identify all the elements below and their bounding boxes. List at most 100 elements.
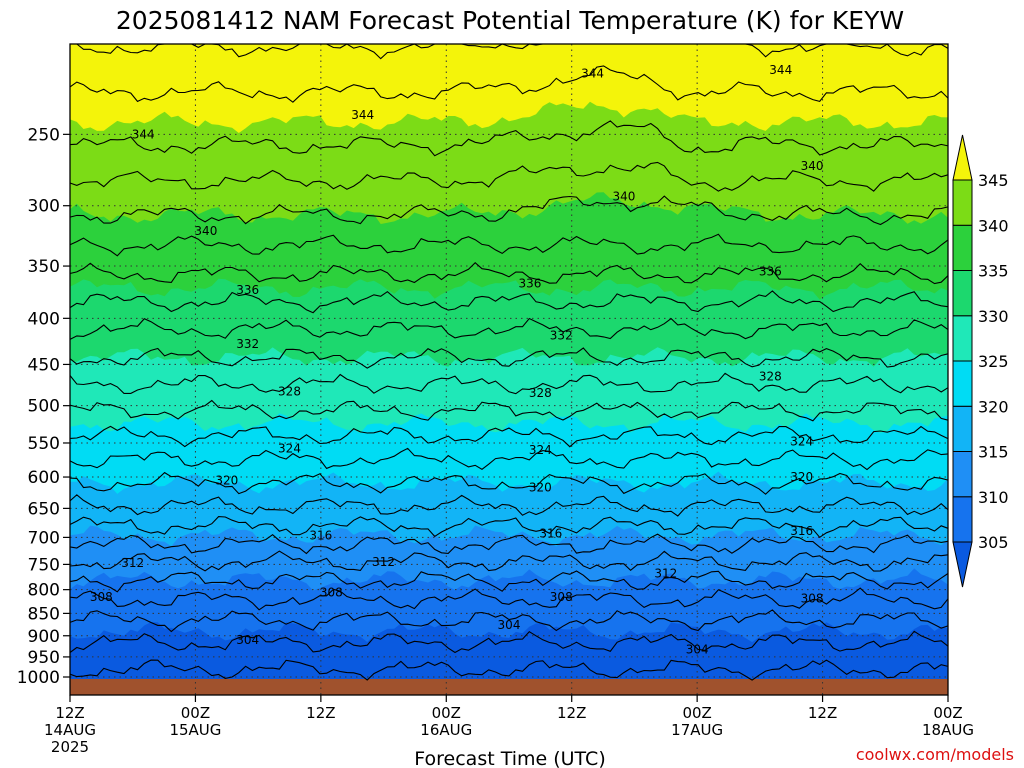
ground-band <box>70 679 948 695</box>
y-tick-label-600: 600 <box>28 468 60 488</box>
contour-308 <box>69 587 949 611</box>
contour-label-320-0: 320 <box>215 473 238 487</box>
contour-label-308-0: 308 <box>90 590 113 604</box>
x-tick-label-0-3: 2025 <box>51 738 89 756</box>
contour-336 <box>69 261 949 285</box>
contour-label-308-3: 308 <box>801 591 824 605</box>
colorbar-segment-320 <box>952 360 973 407</box>
y-tick-label-350: 350 <box>28 257 60 277</box>
y-tick-label-450: 450 <box>28 355 60 375</box>
contour-310 <box>69 570 949 593</box>
colorbar-segment-310 <box>952 451 973 498</box>
colorbar-top-arrow <box>952 134 973 181</box>
colorbar-segment-305 <box>952 496 973 543</box>
y-tick-label-700: 700 <box>28 528 60 548</box>
x-tick-label-48-1: 12Z <box>557 704 586 722</box>
contour-label-340-1: 340 <box>613 189 636 203</box>
colorbar-label-320: 320 <box>978 397 1009 416</box>
x-tick-label-12-2: 15AUG <box>169 721 221 739</box>
x-axis-label: Forecast Time (UTC) <box>414 748 605 768</box>
contour-label-336-2: 336 <box>759 265 782 279</box>
contour-label-312-2: 312 <box>654 567 677 581</box>
x-tick-label-36-2: 16AUG <box>420 721 472 739</box>
contour-318 <box>69 494 949 517</box>
contour-340 <box>69 195 949 226</box>
x-tick-label-72-1: 12Z <box>808 704 837 722</box>
contour-320 <box>69 471 949 495</box>
y-tick-label-250: 250 <box>28 125 60 145</box>
contour-label-304-1: 304 <box>686 642 709 656</box>
contour-346 <box>69 65 949 103</box>
x-tick-label-0-2: 14AUG <box>44 721 96 739</box>
contour-label-344-2: 344 <box>581 66 604 80</box>
contour-306 <box>69 609 949 633</box>
contour-label-340-2: 340 <box>801 159 824 173</box>
contour-316 <box>69 516 949 539</box>
contour-328 <box>69 372 949 395</box>
contour-label-332-1: 332 <box>550 329 573 343</box>
y-tick-label-850: 850 <box>28 604 60 624</box>
ground-surface <box>70 679 948 695</box>
contour-label-324-1: 324 <box>529 443 552 457</box>
y-tick-label-550: 550 <box>28 434 60 454</box>
contour-label-344-3: 344 <box>769 63 792 77</box>
y-tick-label-300: 300 <box>28 197 60 217</box>
colorbar-segment-330 <box>952 270 973 317</box>
colorbar-label-310: 310 <box>978 488 1009 507</box>
contour-label-312-0: 312 <box>121 556 144 570</box>
contour-label-328-2: 328 <box>759 369 782 383</box>
contour-label-332-0: 332 <box>236 337 259 351</box>
contour-label-304-2: 304 <box>498 618 521 632</box>
colorbar-segment-335 <box>952 224 973 271</box>
colorbar-segment-325 <box>952 315 973 362</box>
contour-342 <box>69 161 949 192</box>
x-tick-label-24-1: 12Z <box>306 704 335 722</box>
grid-lines <box>69 44 949 695</box>
contour-label-320-2: 320 <box>790 470 813 484</box>
colorbar-segment-340 <box>952 179 973 226</box>
x-tick-label-12-1: 00Z <box>181 704 210 722</box>
contour-338 <box>69 233 949 257</box>
colorbar-segment-315 <box>952 405 973 452</box>
contour-label-308-1: 308 <box>320 586 343 600</box>
x-tick-label-60-2: 17AUG <box>671 721 723 739</box>
x-tick-label-84-2: 18AUG <box>922 721 974 739</box>
contour-label-320-1: 320 <box>529 480 552 494</box>
contour-label-304-0: 304 <box>236 633 259 647</box>
y-tick-label-500: 500 <box>28 397 60 417</box>
contour-label-328-1: 328 <box>529 386 552 400</box>
contour-344 <box>69 120 949 157</box>
contour-label-316-1: 316 <box>539 526 562 540</box>
contour-label-344-1: 344 <box>351 108 374 122</box>
colorbar-label-345: 345 <box>978 171 1009 190</box>
y-tick-label-750: 750 <box>28 555 60 575</box>
contour-label-316-0: 316 <box>309 529 332 543</box>
colorbar: 305 310 315 320 325 330 335 340 345 <box>952 134 1009 588</box>
chart-title: 2025081412 NAM Forecast Potential Temper… <box>116 6 904 35</box>
contour-326 <box>69 399 949 422</box>
contour-label-340-0: 340 <box>194 224 217 238</box>
x-tick-label-0-1: 12Z <box>55 704 84 722</box>
credit-link[interactable]: coolwx.com/models <box>856 745 1014 764</box>
contour-label-312-1: 312 <box>372 555 395 569</box>
colorbar-label-335: 335 <box>978 262 1009 281</box>
contour-312 <box>69 550 949 572</box>
contour-label-308-2: 308 <box>550 590 573 604</box>
contour-304 <box>69 630 949 654</box>
contour-label-336-0: 336 <box>236 283 259 297</box>
y-axis-ticks: 250 300 350 400 450 500 550 600 650 700 750 800 850 9… <box>17 125 70 688</box>
contour-label-336-1: 336 <box>518 277 541 291</box>
plot-frame <box>69 43 949 696</box>
y-tick-label-950: 950 <box>28 648 60 668</box>
colorbar-bottom-arrow <box>952 541 973 588</box>
colorbar-label-325: 325 <box>978 352 1009 371</box>
contour-label-316-2: 316 <box>790 524 813 538</box>
contour-322 <box>69 447 949 471</box>
colorbar-label-340: 340 <box>978 216 1009 235</box>
contour-labels: 304 304 304 308 308 308 308 312 312 312 316 316 316 3… <box>90 63 824 657</box>
x-tick-label-60-1: 00Z <box>682 704 711 722</box>
contour-330 <box>69 347 949 369</box>
y-tick-label-1000: 1000 <box>17 668 60 688</box>
